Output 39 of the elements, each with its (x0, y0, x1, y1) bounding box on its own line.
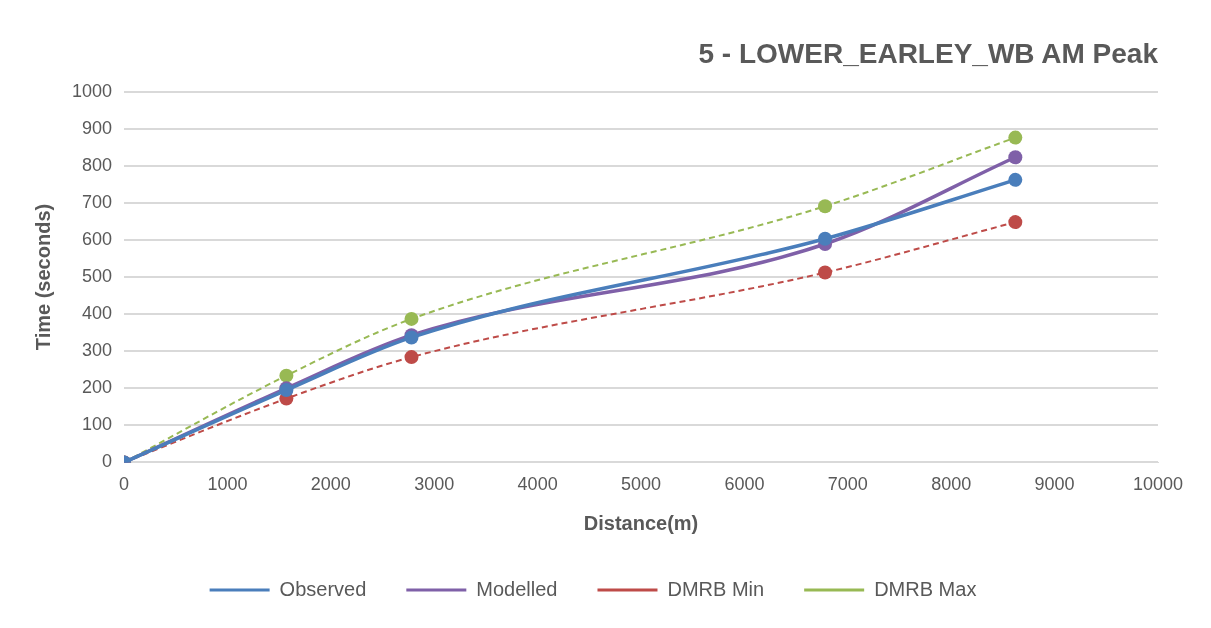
point (279, 368, 294, 383)
x-tick-label: 6000 (724, 474, 765, 495)
point (1008, 150, 1023, 165)
point (818, 265, 833, 280)
point (1008, 172, 1023, 187)
y-tick-label: 500 (82, 265, 113, 286)
y-tick-label: 900 (82, 117, 113, 138)
legend-label: DMRB Max (874, 577, 977, 600)
x-tick-label: 0 (119, 474, 130, 495)
point (818, 199, 833, 214)
y-tick-label: 1000 (72, 80, 113, 101)
x-axis-title: Distance(m) (583, 511, 699, 534)
point (404, 311, 419, 326)
y-tick-label: 0 (102, 451, 113, 472)
y-tick-label: 100 (82, 414, 113, 435)
x-tick-label: 5000 (621, 474, 662, 495)
legend-label: DMRB Min (667, 577, 765, 600)
point (1008, 215, 1023, 230)
x-tick-label: 4000 (517, 474, 558, 495)
point (404, 350, 419, 365)
x-tick-label: 1000 (207, 474, 248, 495)
x-tick-label: 9000 (1034, 474, 1075, 495)
x-tick-label: 8000 (931, 474, 972, 495)
y-axis-title: Time (seconds) (31, 203, 54, 351)
y-tick-label: 700 (82, 191, 113, 212)
x-tick-label: 7000 (827, 474, 868, 495)
point (818, 231, 833, 246)
chart-title: 5 - LOWER_EARLEY_WB AM Peak (698, 37, 1159, 69)
y-tick-label: 800 (82, 154, 113, 175)
x-tick-label: 10000 (1132, 474, 1184, 495)
x-tick-label: 2000 (310, 474, 351, 495)
point (1008, 130, 1023, 145)
y-tick-label: 300 (82, 340, 113, 361)
y-tick-label: 400 (82, 303, 113, 324)
y-tick-label: 600 (82, 228, 113, 249)
x-tick-label: 3000 (414, 474, 455, 495)
legend-label: Modelled (476, 577, 558, 600)
legend-label: Observed (279, 577, 367, 600)
y-tick-label: 200 (82, 377, 113, 398)
